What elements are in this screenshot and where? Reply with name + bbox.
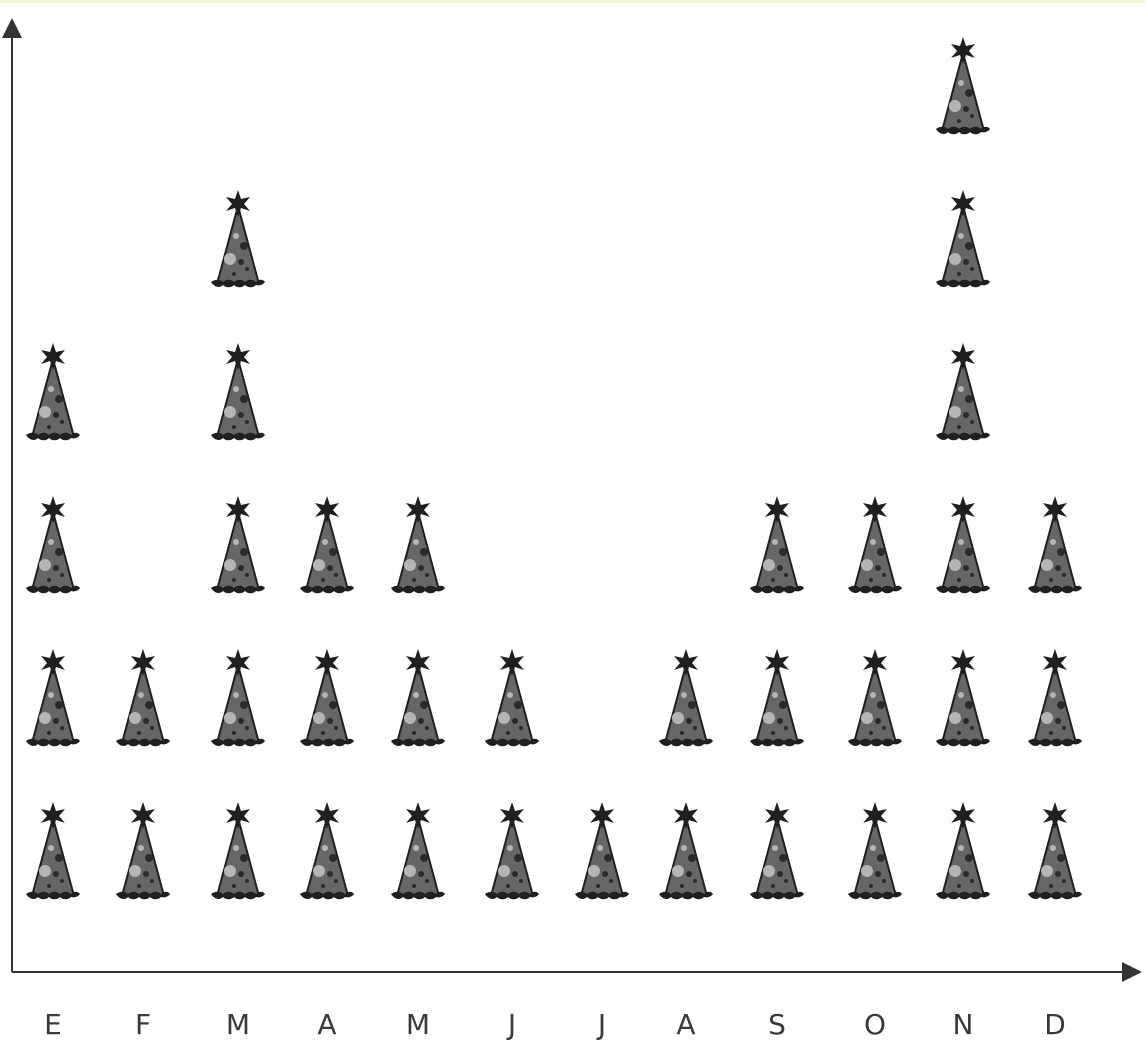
hat-column [115, 648, 171, 901]
party-hat-icon [210, 342, 266, 442]
party-hat-icon [25, 801, 81, 901]
party-hat-icon [658, 801, 714, 901]
party-hat-icon [749, 495, 805, 595]
party-hat-icon [1027, 648, 1083, 748]
party-hat-icon [658, 648, 714, 748]
x-tick-label: S [768, 1008, 786, 1041]
hat-column [658, 648, 714, 901]
party-hat-icon [210, 495, 266, 595]
party-hat-icon [25, 495, 81, 595]
hat-column [935, 36, 991, 901]
party-hat-icon [390, 495, 446, 595]
party-hat-icon [847, 648, 903, 748]
hat-column [1027, 495, 1083, 901]
x-tick-label: J [506, 1008, 516, 1041]
x-tick-label: D [1044, 1008, 1066, 1041]
party-hat-icon [115, 801, 171, 901]
x-tick-label: F [135, 1008, 151, 1041]
party-hat-icon [25, 342, 81, 442]
party-hat-icon [210, 648, 266, 748]
party-hat-icon [1027, 801, 1083, 901]
party-hat-icon [299, 801, 355, 901]
party-hat-icon [210, 801, 266, 901]
hat-column [574, 801, 630, 901]
party-hat-icon [574, 801, 630, 901]
party-hat-icon [847, 495, 903, 595]
party-hat-icon [935, 36, 991, 136]
x-tick-label: E [44, 1008, 62, 1041]
party-hat-icon [299, 495, 355, 595]
party-hat-icon [115, 648, 171, 748]
x-tick-label: J [596, 1008, 606, 1041]
party-hat-icon [390, 801, 446, 901]
hat-column [847, 495, 903, 901]
party-hat-icon [749, 648, 805, 748]
party-hat-icon [484, 648, 540, 748]
x-tick-label: O [864, 1008, 886, 1041]
party-hat-icon [299, 648, 355, 748]
x-tick-label: A [317, 1008, 336, 1041]
x-tick-label: M [226, 1008, 250, 1041]
hat-column [749, 495, 805, 901]
x-tick-label: A [676, 1008, 695, 1041]
party-hat-icon [1027, 495, 1083, 595]
top-strip [0, 0, 1145, 3]
hat-column [210, 189, 266, 901]
party-hat-icon [25, 648, 81, 748]
hat-column [484, 648, 540, 901]
x-tick-label: M [406, 1008, 430, 1041]
party-hat-icon [390, 648, 446, 748]
party-hat-icon [935, 189, 991, 289]
x-tick-label: N [953, 1008, 974, 1041]
party-hat-icon [935, 495, 991, 595]
party-hat-icon [935, 648, 991, 748]
party-hat-icon [210, 189, 266, 289]
hat-column [390, 495, 446, 901]
hat-column [299, 495, 355, 901]
party-hat-icon [935, 342, 991, 442]
party-hat-icon [935, 801, 991, 901]
hat-column [25, 342, 81, 901]
party-hat-icon [847, 801, 903, 901]
party-hat-icon [484, 801, 540, 901]
party-hat-icon [749, 801, 805, 901]
